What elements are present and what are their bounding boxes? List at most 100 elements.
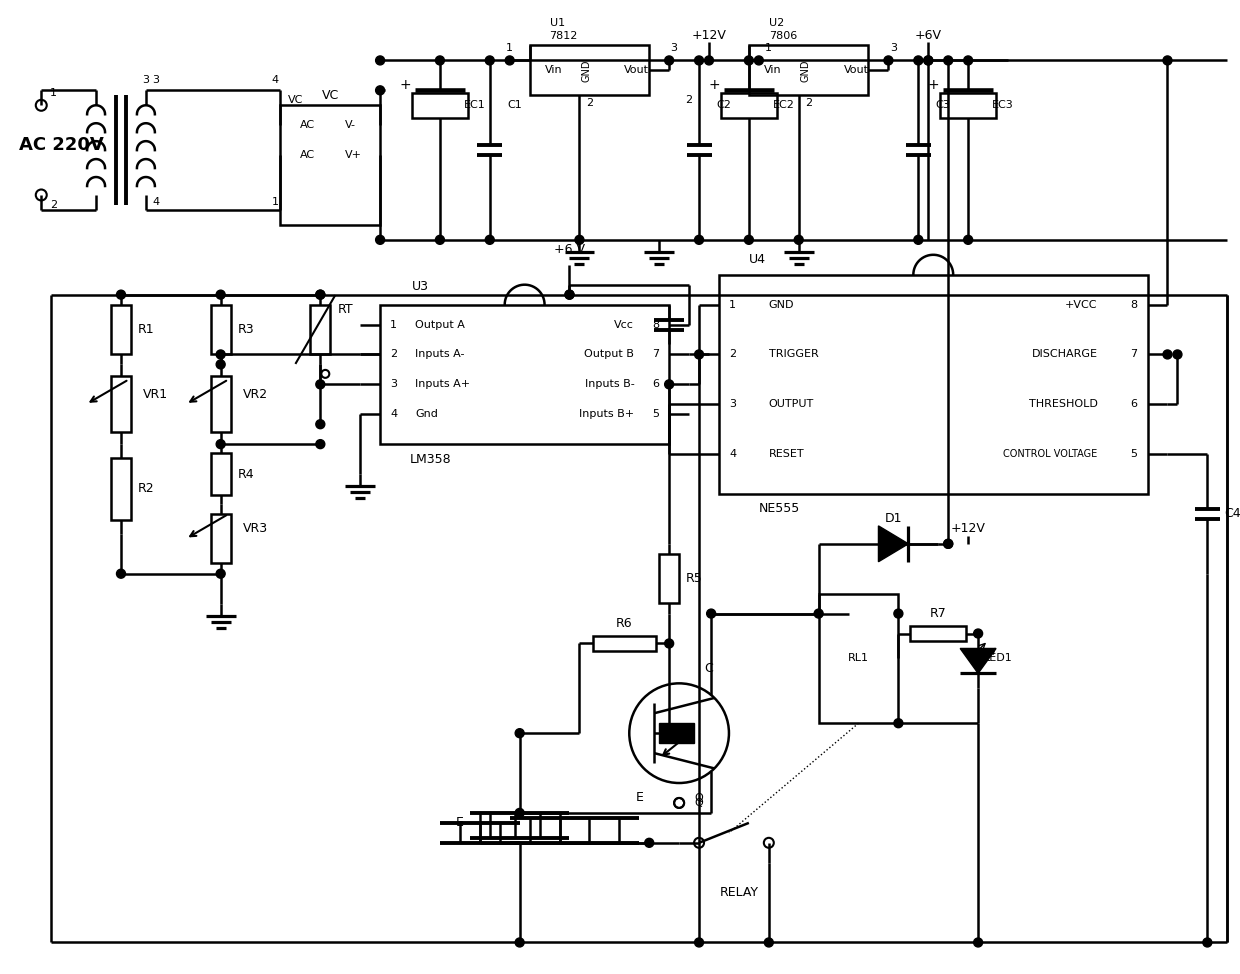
Text: U1: U1: [549, 18, 564, 27]
Text: +12V: +12V: [692, 29, 727, 42]
Text: GND: GND: [801, 59, 811, 82]
Text: 7: 7: [1131, 350, 1137, 359]
Text: 7812: 7812: [549, 30, 578, 41]
Text: Output B: Output B: [584, 350, 635, 359]
Text: R3: R3: [237, 323, 254, 336]
Text: Inputs A+: Inputs A+: [415, 379, 470, 390]
Circle shape: [764, 938, 774, 947]
Circle shape: [944, 540, 952, 548]
Circle shape: [515, 808, 525, 817]
Text: U3: U3: [412, 281, 429, 293]
Text: OUTPUT: OUTPUT: [769, 399, 815, 409]
Circle shape: [694, 350, 703, 359]
Text: +6 V: +6 V: [554, 244, 585, 256]
Polygon shape: [960, 649, 996, 673]
Bar: [910, 626, 966, 641]
Text: VR2: VR2: [243, 388, 268, 401]
Text: 1: 1: [391, 319, 397, 329]
Circle shape: [316, 439, 325, 449]
Circle shape: [216, 290, 226, 299]
Text: AC: AC: [300, 120, 315, 131]
Circle shape: [665, 56, 673, 65]
Text: 5: 5: [652, 409, 660, 419]
Text: 3: 3: [143, 75, 149, 86]
Circle shape: [1163, 56, 1172, 65]
Circle shape: [884, 56, 893, 65]
Text: VC: VC: [288, 95, 303, 105]
Text: E: E: [635, 792, 644, 805]
Bar: [719, 275, 1147, 494]
Text: 6: 6: [652, 379, 660, 390]
Text: GND: GND: [769, 300, 795, 310]
Circle shape: [435, 56, 444, 65]
Text: U4: U4: [749, 253, 766, 266]
Text: EC3: EC3: [992, 100, 1014, 110]
Text: R2: R2: [138, 482, 154, 496]
Circle shape: [216, 360, 226, 369]
Text: GND: GND: [582, 59, 591, 82]
Text: 4: 4: [391, 409, 397, 419]
Text: +VCC: +VCC: [1065, 300, 1097, 310]
Bar: [211, 376, 231, 432]
Text: EC2: EC2: [773, 100, 795, 110]
Text: C4: C4: [1224, 507, 1240, 520]
Text: 1: 1: [506, 44, 513, 54]
Text: R4: R4: [237, 468, 254, 480]
Text: Gnd: Gnd: [415, 409, 438, 419]
Text: RT: RT: [337, 303, 353, 317]
Text: Q: Q: [694, 798, 703, 808]
Text: R7: R7: [930, 607, 946, 620]
Circle shape: [216, 569, 226, 579]
Text: D1: D1: [884, 512, 903, 525]
Text: 7806: 7806: [769, 30, 797, 41]
Text: 5: 5: [1131, 449, 1137, 459]
Text: 1: 1: [765, 44, 773, 54]
Circle shape: [376, 86, 384, 94]
Text: 3: 3: [153, 75, 160, 86]
Text: 8: 8: [652, 319, 660, 329]
Text: C1: C1: [507, 100, 522, 110]
Text: 7: 7: [652, 350, 660, 359]
Text: CONTROL VOLTAGE: CONTROL VOLTAGE: [1003, 449, 1097, 459]
Circle shape: [316, 420, 325, 429]
Bar: [529, 46, 650, 95]
Text: 2: 2: [50, 200, 57, 210]
Text: LED1: LED1: [983, 654, 1012, 663]
Bar: [412, 94, 467, 118]
Text: 3: 3: [671, 44, 677, 54]
Text: VR3: VR3: [243, 522, 268, 536]
Circle shape: [707, 609, 715, 618]
Bar: [112, 305, 131, 354]
Text: RL1: RL1: [848, 654, 869, 663]
Circle shape: [565, 290, 574, 299]
Circle shape: [973, 629, 982, 638]
Text: 2: 2: [391, 350, 397, 359]
Text: NE555: NE555: [759, 503, 800, 515]
Circle shape: [914, 56, 923, 65]
Text: +6V: +6V: [915, 29, 942, 42]
Text: 2: 2: [585, 98, 593, 108]
Bar: [112, 458, 131, 520]
Text: 1: 1: [50, 89, 57, 98]
Bar: [660, 554, 680, 603]
Circle shape: [376, 56, 384, 65]
Circle shape: [914, 236, 923, 244]
Circle shape: [515, 729, 525, 737]
Text: V+: V+: [345, 150, 362, 160]
Bar: [112, 376, 131, 432]
Text: 2: 2: [686, 95, 693, 105]
Circle shape: [1163, 350, 1172, 359]
Circle shape: [117, 569, 125, 579]
Circle shape: [216, 350, 226, 359]
Circle shape: [694, 56, 703, 65]
Text: AC 220V: AC 220V: [19, 136, 104, 154]
Circle shape: [944, 56, 952, 65]
Circle shape: [515, 938, 525, 947]
Text: V-: V-: [345, 120, 356, 131]
Circle shape: [485, 56, 495, 65]
Text: Inputs B-: Inputs B-: [584, 379, 635, 390]
Text: 3: 3: [890, 44, 897, 54]
Text: Vcc: Vcc: [614, 319, 635, 329]
Text: Vin: Vin: [544, 65, 562, 75]
Circle shape: [704, 56, 713, 65]
